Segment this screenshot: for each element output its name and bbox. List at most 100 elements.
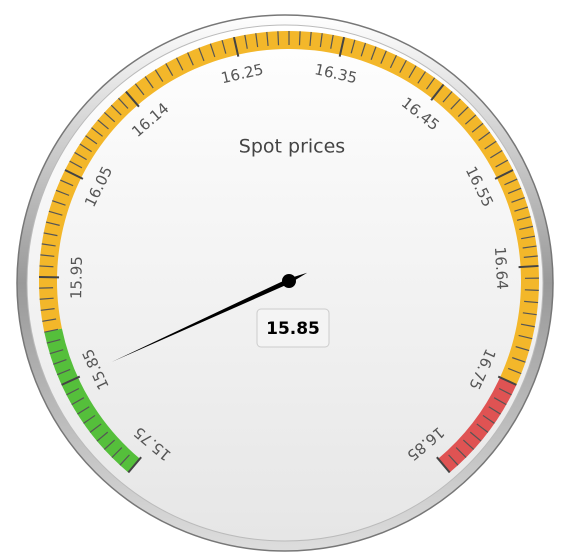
minor-tick: [255, 33, 259, 48]
minor-tick: [52, 200, 66, 206]
minor-tick: [83, 414, 96, 424]
minor-tick: [426, 77, 436, 90]
minor-tick: [330, 34, 334, 49]
minor-tick: [198, 47, 205, 62]
minor-tick: [498, 387, 512, 396]
minor-tick: [471, 122, 484, 133]
needle-pivot: [282, 274, 296, 288]
minor-tick: [417, 71, 426, 84]
minor-tick: [521, 235, 536, 240]
minor-tick: [504, 178, 518, 186]
minor-tick: [45, 221, 60, 226]
minor-tick: [462, 439, 475, 450]
major-tick: [338, 36, 346, 57]
minor-tick: [519, 225, 534, 231]
minor-tick: [448, 454, 459, 466]
needle: [111, 272, 308, 363]
minor-tick: [144, 76, 154, 89]
major-tick: [430, 83, 445, 101]
minor-tick: [515, 346, 530, 352]
chart-title: Spot prices: [239, 136, 345, 158]
minor-tick: [96, 431, 109, 442]
minor-tick: [91, 127, 103, 137]
minor-tick: [111, 447, 123, 458]
tick-label: 16.64: [491, 246, 512, 290]
minor-tick: [85, 135, 98, 145]
minor-tick: [165, 63, 174, 76]
minor-tick: [360, 42, 367, 57]
minor-tick: [244, 34, 248, 49]
minor-tick: [370, 46, 377, 60]
minor-tick: [524, 300, 539, 304]
minor-tick: [97, 119, 109, 130]
minor-tick: [516, 216, 531, 221]
minor-tick: [399, 59, 407, 73]
minor-tick: [514, 206, 528, 212]
major-tick: [127, 456, 142, 474]
minor-tick: [442, 91, 453, 103]
minor-tick: [380, 50, 387, 64]
minor-tick: [520, 323, 535, 328]
minor-tick: [79, 143, 92, 153]
major-tick: [494, 169, 514, 180]
major-tick: [518, 264, 539, 269]
minor-tick: [495, 159, 509, 168]
minor-tick: [464, 114, 477, 125]
minor-tick: [512, 357, 526, 363]
minor-tick: [389, 55, 397, 69]
minor-tick: [110, 104, 122, 116]
minor-tick: [319, 33, 323, 48]
minor-tick: [71, 397, 85, 406]
data-label-box: [256, 308, 330, 348]
data-label: 15.85: [266, 319, 320, 339]
minor-tick: [56, 368, 71, 376]
minor-tick: [309, 31, 312, 46]
minor-tick: [103, 439, 116, 450]
minor-tick: [41, 243, 56, 247]
major-tick: [61, 375, 81, 386]
minor-tick: [134, 83, 145, 96]
minor-tick: [89, 423, 102, 433]
minor-tick: [53, 359, 67, 365]
tick-label: 15.95: [67, 256, 86, 299]
minor-tick: [49, 349, 64, 355]
minor-tick: [298, 31, 301, 46]
minor-tick: [43, 232, 58, 237]
minor-tick: [103, 111, 116, 123]
minor-tick: [60, 179, 74, 187]
minor-tick: [66, 387, 80, 396]
minor-tick: [55, 189, 70, 196]
minor-tick: [118, 97, 129, 109]
minor-tick: [478, 131, 491, 141]
major-tick: [125, 90, 140, 108]
minor-tick: [44, 328, 59, 333]
major-tick: [497, 375, 517, 386]
minor-tick: [42, 318, 57, 322]
minor-tick: [455, 447, 467, 458]
minor-tick: [482, 414, 495, 424]
minor-tick: [221, 39, 227, 54]
minor-tick: [490, 150, 503, 159]
minor-tick: [518, 334, 533, 340]
minor-tick: [476, 423, 489, 433]
minor-tick: [266, 31, 269, 46]
minor-tick: [39, 297, 54, 300]
minor-tick: [522, 312, 537, 316]
minor-tick: [522, 245, 537, 249]
minor-tick: [277, 31, 280, 46]
minor-tick: [469, 431, 482, 442]
minor-tick: [507, 367, 522, 375]
minor-tick: [493, 397, 507, 406]
minor-tick: [511, 197, 525, 203]
minor-tick: [523, 255, 538, 258]
minor-tick: [209, 43, 216, 58]
minor-tick: [457, 106, 469, 117]
minor-tick: [40, 254, 55, 257]
minor-tick: [69, 160, 83, 169]
minor-tick: [46, 338, 61, 344]
minor-tick: [119, 454, 130, 466]
major-tick: [64, 169, 84, 180]
minor-tick: [176, 57, 184, 71]
minor-tick: [507, 187, 522, 194]
